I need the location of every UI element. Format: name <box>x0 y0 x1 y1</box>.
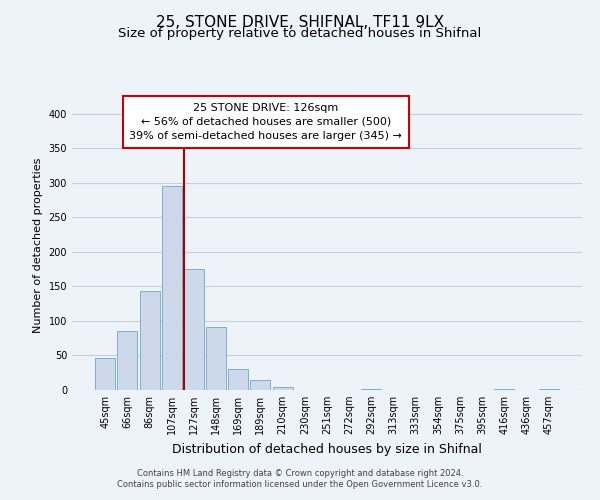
Bar <box>228 370 248 390</box>
Text: 25 STONE DRIVE: 126sqm
← 56% of detached houses are smaller (500)
39% of semi-de: 25 STONE DRIVE: 126sqm ← 56% of detached… <box>130 103 402 141</box>
Text: Contains public sector information licensed under the Open Government Licence v3: Contains public sector information licen… <box>118 480 482 489</box>
Bar <box>250 380 271 390</box>
Bar <box>494 388 514 390</box>
X-axis label: Distribution of detached houses by size in Shifnal: Distribution of detached houses by size … <box>172 442 482 456</box>
Text: 25, STONE DRIVE, SHIFNAL, TF11 9LX: 25, STONE DRIVE, SHIFNAL, TF11 9LX <box>156 15 444 30</box>
Bar <box>95 358 115 390</box>
Y-axis label: Number of detached properties: Number of detached properties <box>33 158 43 332</box>
Bar <box>272 386 293 390</box>
Bar <box>118 330 137 390</box>
Bar <box>162 186 182 390</box>
Bar <box>140 290 160 390</box>
Bar <box>184 269 204 390</box>
Text: Contains HM Land Registry data © Crown copyright and database right 2024.: Contains HM Land Registry data © Crown c… <box>137 468 463 477</box>
Bar <box>206 327 226 390</box>
Bar <box>539 388 559 390</box>
Text: Size of property relative to detached houses in Shifnal: Size of property relative to detached ho… <box>118 28 482 40</box>
Bar <box>361 388 382 390</box>
